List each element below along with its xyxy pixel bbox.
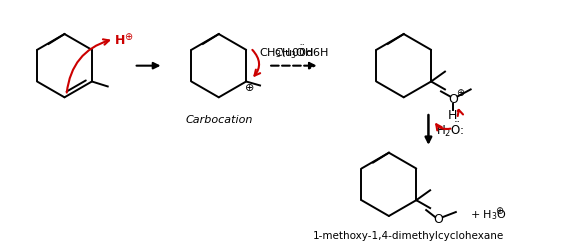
Text: $\oplus$: $\oplus$ — [495, 205, 505, 215]
Text: O: O — [448, 93, 458, 106]
Text: O: O — [433, 213, 443, 227]
Text: H: H — [115, 35, 126, 47]
Text: CH$_3$\u00d6H: CH$_3$\u00d6H — [259, 46, 329, 60]
Text: CH$_3\ddot{\rm O}$H: CH$_3\ddot{\rm O}$H — [274, 44, 314, 61]
Text: 1-methoxy-1,4-dimethylcyclohexane: 1-methoxy-1,4-dimethylcyclohexane — [313, 231, 504, 241]
Text: $\oplus$: $\oplus$ — [244, 82, 254, 93]
Text: H: H — [448, 109, 457, 122]
Text: + H$_3$O: + H$_3$O — [469, 208, 506, 222]
Text: $\oplus$: $\oplus$ — [124, 30, 133, 42]
Text: Carbocation: Carbocation — [185, 115, 252, 125]
Text: $\oplus$: $\oplus$ — [456, 87, 465, 98]
Text: H$_2\ddot{\rm O}$:: H$_2\ddot{\rm O}$: — [437, 121, 465, 139]
